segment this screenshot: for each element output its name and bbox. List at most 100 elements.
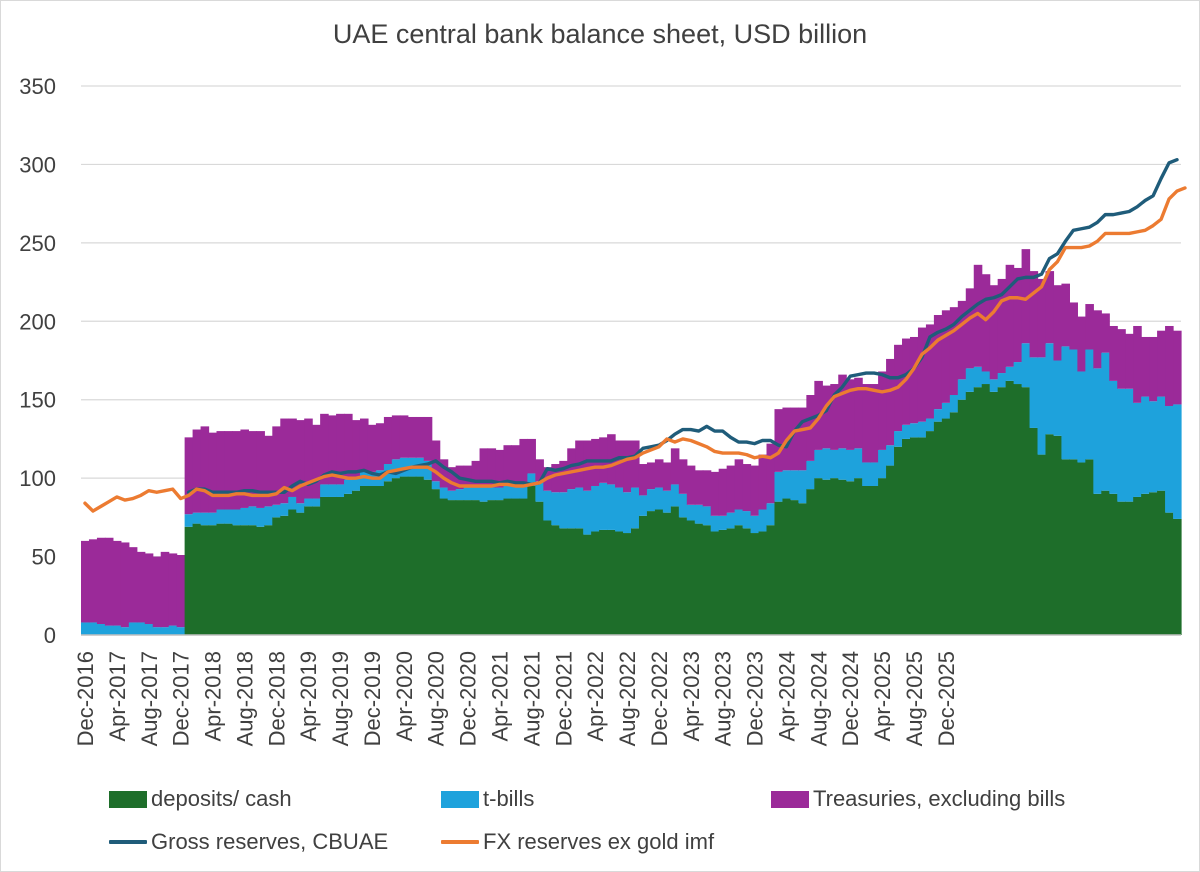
bar-segment-deposits <box>878 478 887 635</box>
bar-segment-deposits <box>846 481 855 635</box>
bar-segment-tbills <box>583 490 592 535</box>
bar-segment-deposits <box>479 501 489 635</box>
bar-segment-tbills <box>1021 343 1031 388</box>
bar-segment-tbills <box>423 460 433 480</box>
bar-segment-tbills <box>352 476 361 491</box>
bar-segment-treasuries <box>1021 249 1031 344</box>
bar-segment-tbills <box>256 507 265 527</box>
bar-segment-deposits <box>1037 454 1047 635</box>
bar-segment-tbills <box>96 624 106 635</box>
bar-segment-tbills <box>136 622 146 635</box>
bar-segment-tbills <box>854 448 863 479</box>
bar-segment-tbills <box>1141 396 1150 494</box>
bar-segment-treasuries <box>256 431 265 508</box>
bar-segment-treasuries <box>710 471 720 516</box>
bar-segment-deposits <box>1029 427 1039 635</box>
bar-segment-tbills <box>782 470 792 499</box>
bar-segment-tbills <box>623 492 632 534</box>
bar-segment-tbills <box>1133 402 1142 497</box>
bar-segment-deposits <box>383 481 393 635</box>
bar-segment-treasuries <box>144 553 154 625</box>
bar-segment-treasuries <box>1149 336 1158 402</box>
bar-segment-tbills <box>742 511 752 529</box>
bar-segment-treasuries <box>1037 278 1047 358</box>
bar-segment-treasuries <box>320 413 329 485</box>
bar-segment-tbills <box>646 489 656 512</box>
bar-segment-treasuries <box>344 413 353 480</box>
x-tick-label: Dec-2018 <box>264 651 289 746</box>
bar-segment-tbills <box>152 627 162 635</box>
bar-segment-deposits <box>567 528 576 635</box>
bar-segment-treasuries <box>638 464 648 496</box>
bar-segment-treasuries <box>112 540 122 626</box>
bar-segment-treasuries <box>726 465 736 513</box>
bar-segment-deposits <box>1077 462 1086 635</box>
bar-segment-deposits <box>543 520 552 635</box>
bar-segment-treasuries <box>479 448 489 488</box>
bar-segment-tbills <box>1037 357 1047 455</box>
bar-segment-deposits <box>503 498 513 635</box>
bar-segment-deposits <box>1101 490 1110 635</box>
y-tick-label: 250 <box>19 231 56 256</box>
x-tick-label: Dec-2025 <box>934 651 959 746</box>
bar-segment-deposits <box>1157 490 1166 635</box>
bar-segment-tbills <box>758 509 768 532</box>
bar-segment-treasuries <box>662 462 672 491</box>
bar-segment-treasuries <box>447 467 457 491</box>
bar-segment-treasuries <box>160 551 170 628</box>
bar-segment-tbills <box>790 470 799 501</box>
bar-segment-treasuries <box>551 464 560 493</box>
bar-segment-deposits <box>1021 387 1031 635</box>
bar-segment-deposits <box>638 515 648 635</box>
bar-segment-deposits <box>694 523 704 635</box>
bar-segment-treasuries <box>176 555 186 628</box>
bar-segment-treasuries <box>495 449 505 488</box>
bar-segment-deposits <box>1149 492 1158 635</box>
bar-segment-treasuries <box>200 426 210 513</box>
bar-segment-treasuries <box>487 448 497 488</box>
bar-segment-treasuries <box>583 440 592 491</box>
bar-segment-treasuries <box>758 454 768 510</box>
bar-segment-deposits <box>352 490 361 635</box>
bar-segment-tbills <box>328 484 337 497</box>
bar-segment-deposits <box>1173 518 1182 635</box>
bar-segment-deposits <box>917 437 927 635</box>
bar-segment-treasuries <box>870 384 879 463</box>
bar-segment-treasuries <box>838 374 847 449</box>
bar-segment-deposits <box>949 412 959 635</box>
bar-segment-tbills <box>1005 366 1015 381</box>
bar-segment-deposits <box>463 500 473 635</box>
bar-segment-deposits <box>806 489 815 635</box>
x-tick-label: Aug-2017 <box>137 651 162 746</box>
bar-segment-treasuries <box>1077 316 1086 372</box>
bar-segment-deposits <box>1133 496 1142 635</box>
bar-segment-deposits <box>559 528 568 635</box>
bar-segment-deposits <box>423 479 433 635</box>
bar-segment-deposits <box>798 503 807 635</box>
bar-segment-treasuries <box>559 460 568 493</box>
bar-segment-tbills <box>862 462 871 486</box>
bar-segment-tbills <box>1061 346 1070 460</box>
bar-segment-treasuries <box>439 459 449 488</box>
bar-segment-treasuries <box>854 377 863 449</box>
bar-segment-deposits <box>607 529 616 635</box>
bar-segment-tbills <box>654 487 664 510</box>
bar-segment-tbills <box>495 487 505 501</box>
bar-segment-deposits <box>391 478 401 635</box>
bar-segment-treasuries <box>989 285 999 380</box>
bar-segment-treasuries <box>790 407 799 471</box>
bar-segment-tbills <box>838 448 847 480</box>
bar-segment-tbills <box>304 498 313 507</box>
bar-segment-tbills <box>718 515 728 530</box>
bar-segment-tbills <box>543 490 552 521</box>
bar-segment-deposits <box>662 512 672 635</box>
bar-segment-tbills <box>870 462 879 486</box>
bar-segment-treasuries <box>328 415 337 485</box>
bar-segment-deposits <box>264 525 273 635</box>
bar-segment-tbills <box>272 504 281 518</box>
bar-segment-tbills <box>336 484 345 497</box>
bar-segment-deposits <box>909 437 919 635</box>
bar-segment-deposits <box>631 528 640 635</box>
bar-segment-treasuries <box>1165 325 1174 406</box>
bar-segment-deposits <box>431 489 441 635</box>
